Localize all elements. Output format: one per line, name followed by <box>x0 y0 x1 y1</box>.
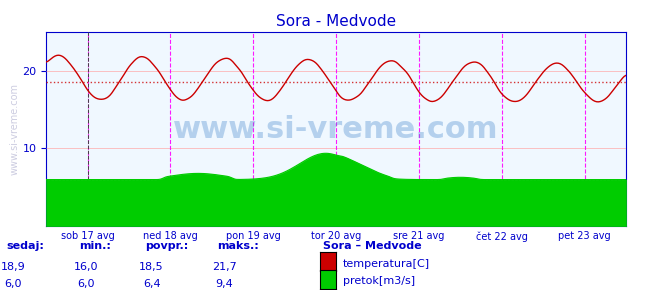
Text: 18,9: 18,9 <box>1 262 26 272</box>
Text: 16,0: 16,0 <box>73 262 98 272</box>
Y-axis label: www.si-vreme.com: www.si-vreme.com <box>9 83 20 175</box>
Text: maks.:: maks.: <box>217 241 259 251</box>
Text: www.si-vreme.com: www.si-vreme.com <box>173 115 499 144</box>
Text: 6,4: 6,4 <box>143 279 160 289</box>
Text: 18,5: 18,5 <box>139 262 164 272</box>
Text: Sora – Medvode: Sora – Medvode <box>323 241 422 251</box>
Text: 21,7: 21,7 <box>212 262 237 272</box>
Text: povpr.:: povpr.: <box>145 241 188 251</box>
Text: min.:: min.: <box>79 241 111 251</box>
Text: pretok[m3/s]: pretok[m3/s] <box>343 276 415 286</box>
Text: temperatura[C]: temperatura[C] <box>343 259 430 269</box>
Text: 6,0: 6,0 <box>77 279 94 289</box>
Text: sedaj:: sedaj: <box>7 241 44 251</box>
Text: 9,4: 9,4 <box>215 279 233 289</box>
Text: 6,0: 6,0 <box>5 279 22 289</box>
Title: Sora - Medvode: Sora - Medvode <box>276 14 396 29</box>
